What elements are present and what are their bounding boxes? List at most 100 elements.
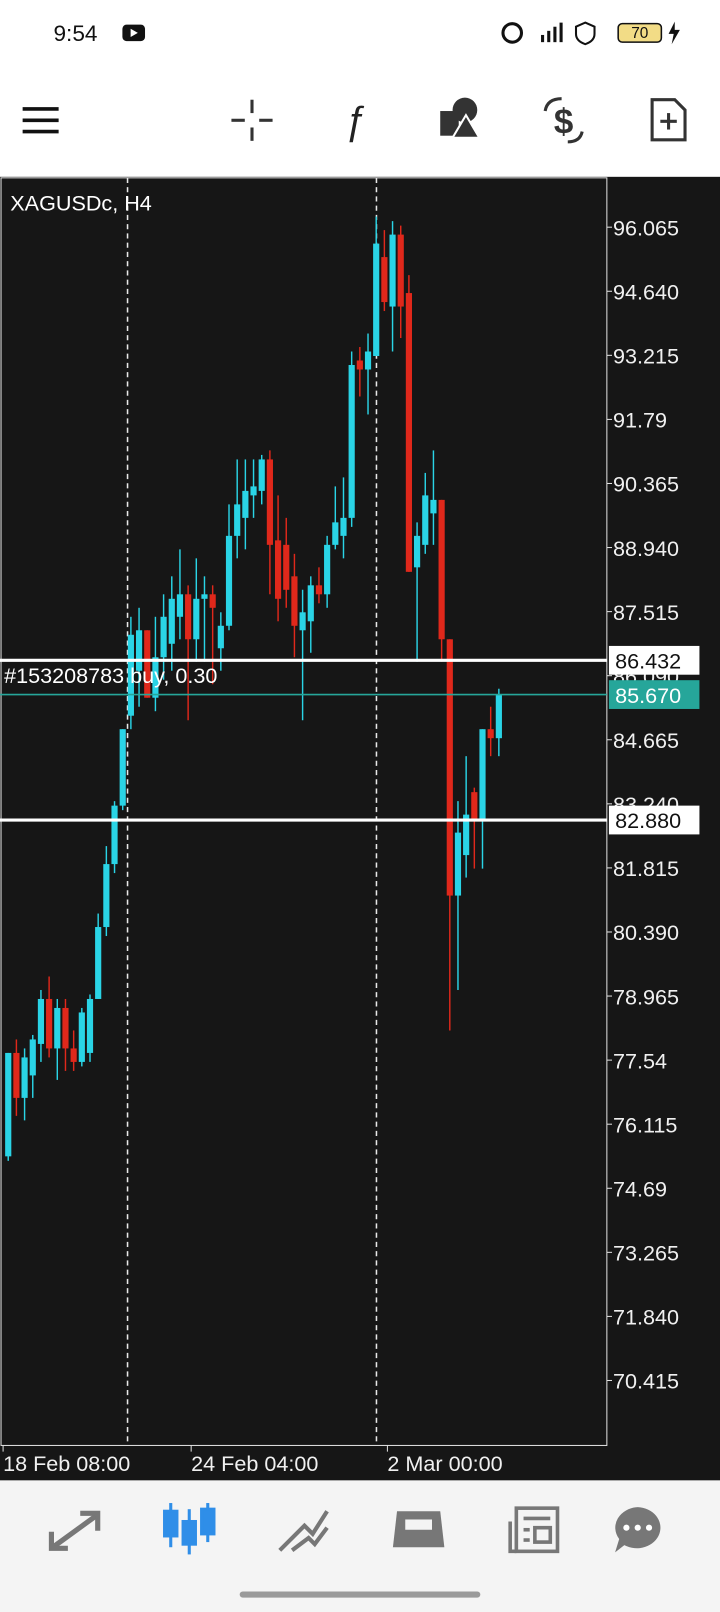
y-tick-label: 96.065 — [613, 215, 679, 240]
candle-body — [397, 234, 404, 307]
price-label: 82.880 — [615, 808, 681, 833]
candle-body — [274, 540, 282, 599]
candle-body — [168, 598, 175, 644]
candle-body — [438, 499, 445, 640]
y-tick-label: 70.415 — [613, 1369, 679, 1394]
candle-body — [250, 486, 257, 496]
y-tick-label: 73.265 — [613, 1241, 679, 1266]
candle-body — [193, 598, 200, 640]
candle-body — [283, 544, 290, 590]
candle-body — [217, 625, 224, 649]
y-tick-label: 93.215 — [613, 344, 679, 369]
chart-frame — [0, 177, 608, 1446]
candle-body — [364, 351, 372, 370]
candle-body — [389, 234, 396, 307]
candle-body — [185, 594, 192, 640]
candle-body — [29, 1039, 36, 1076]
objects-button[interactable] — [440, 97, 482, 139]
candle-body — [299, 612, 306, 631]
battery — [617, 22, 663, 43]
y-tick-label: 91.79 — [613, 408, 667, 433]
candle-body — [324, 544, 331, 595]
nav-trade[interactable] — [278, 1510, 329, 1552]
candle-body — [332, 522, 339, 545]
y-tick-label: 81.815 — [613, 856, 679, 881]
candle-body — [111, 805, 118, 865]
status-time: 9:54 — [53, 21, 97, 46]
candle-body — [70, 1048, 77, 1062]
nav-messages[interactable] — [615, 1507, 661, 1553]
candle-body — [340, 517, 347, 536]
candle-body — [46, 998, 53, 1049]
y-tick-label: 74.69 — [613, 1176, 667, 1201]
candle-body — [414, 535, 421, 568]
y-tick-label: 77.54 — [613, 1048, 667, 1073]
y-tick-label: 80.390 — [613, 920, 679, 945]
nav-chart[interactable] — [163, 1503, 216, 1555]
candle-body — [356, 360, 363, 370]
order-annotation: #153208783 buy, 0.30 — [4, 663, 217, 688]
nav-news[interactable] — [508, 1506, 560, 1554]
alarm-icon — [501, 22, 524, 44]
candle-body — [348, 364, 355, 518]
price-label-box — [608, 805, 700, 835]
candle-body — [135, 630, 143, 671]
candle-body — [21, 1057, 28, 1098]
svg-text:$: $ — [554, 103, 573, 142]
candle-body — [103, 864, 110, 928]
nav-quotes[interactable] — [48, 1510, 101, 1551]
x-tick-label: 24 Feb 04:00 — [191, 1451, 318, 1476]
candle-body — [495, 694, 502, 739]
chart-title: XAGUSDc, H4 — [10, 191, 152, 216]
indicators-button[interactable]: ƒ — [344, 100, 366, 144]
crosshair-button[interactable] — [231, 99, 273, 141]
trade-button[interactable]: $ — [543, 97, 584, 144]
candle-body — [152, 657, 159, 698]
new-order-button[interactable] — [650, 98, 687, 142]
price-label: 85.670 — [615, 683, 681, 708]
candle-body — [209, 594, 216, 608]
y-tick-label: 76.115 — [613, 1112, 677, 1137]
y-tick-label: 88.940 — [613, 536, 679, 561]
signal-icon — [541, 22, 563, 43]
bottom-nav — [0, 1480, 720, 1612]
y-tick-label: 71.840 — [613, 1305, 679, 1330]
y-tick-label: 90.365 — [613, 472, 679, 497]
charging-icon — [668, 21, 680, 45]
candle-body — [37, 998, 45, 1044]
candle-body — [119, 729, 126, 806]
candle-body — [242, 490, 249, 518]
candle-body — [176, 594, 184, 617]
nav-history[interactable] — [392, 1511, 445, 1548]
y-tick-label: 84.665 — [613, 728, 679, 753]
price-label: 86.432 — [615, 649, 681, 674]
candle-body — [291, 576, 298, 626]
battery-level: 70 — [631, 25, 648, 42]
candle-body — [86, 998, 94, 1053]
candle-body — [471, 792, 478, 820]
candle-body — [479, 729, 486, 820]
candle-body — [5, 1052, 12, 1157]
candle-body — [160, 616, 167, 658]
y-tick-label: 87.515 — [613, 600, 679, 625]
youtube-play — [130, 28, 138, 38]
candle-body — [201, 594, 208, 599]
candle-body — [307, 585, 314, 622]
y-tick-label: 78.965 — [613, 984, 679, 1009]
menu-button[interactable] — [22, 107, 59, 134]
shield-icon — [574, 21, 596, 46]
candle-body — [62, 1007, 69, 1049]
candle-body — [234, 504, 241, 536]
candle-body — [373, 243, 380, 357]
candle-body — [54, 1007, 61, 1049]
home-indicator — [239, 1591, 481, 1598]
x-tick-label: 2 Mar 00:00 — [387, 1451, 502, 1476]
candle-body — [446, 639, 453, 896]
candle-body — [95, 927, 102, 999]
x-tick-label: 18 Feb 08:00 — [3, 1451, 130, 1476]
candle-body — [258, 459, 265, 491]
candle-body — [315, 585, 323, 595]
price-label-box — [608, 645, 700, 675]
